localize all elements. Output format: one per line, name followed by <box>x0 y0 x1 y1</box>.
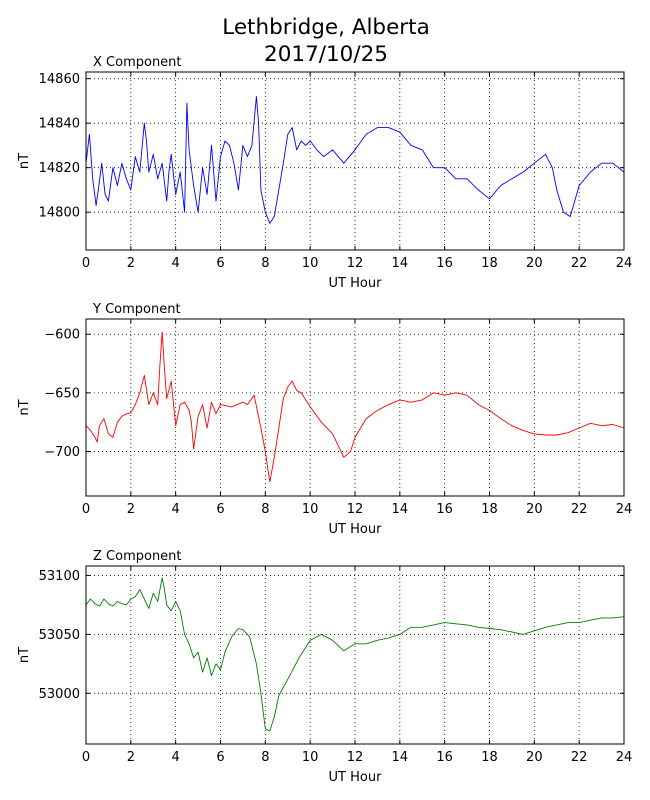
x-tick-label: 16 <box>436 256 453 271</box>
x-tick-label: 0 <box>82 750 90 765</box>
x-tick-label: 22 <box>571 750 588 765</box>
y-tick-label: 53000 <box>39 687 80 702</box>
x-tick-label: 4 <box>172 502 180 517</box>
y-tick-label: 14840 <box>39 117 80 132</box>
x-tick-label: 6 <box>216 256 224 271</box>
x-tick-label: 4 <box>172 256 180 271</box>
x-component-panel: 0 2 4 6 8 10 12 14 16 18 20 22 241480014820148401486… <box>17 55 632 291</box>
y-axis-label: nT <box>17 399 32 415</box>
y-tick-label: 14800 <box>39 206 80 221</box>
z-component-series-line <box>85 577 625 732</box>
x-tick-label: 10 <box>302 256 319 271</box>
x-tick-label: 6 <box>216 750 224 765</box>
x-tick-label: 8 <box>261 256 269 271</box>
x-tick-label: 16 <box>436 502 453 517</box>
x-tick-label: 8 <box>261 502 269 517</box>
x-tick-label: 18 <box>481 502 498 517</box>
y-axis-label: nT <box>17 647 32 663</box>
x-tick-label: 10 <box>302 750 319 765</box>
x-tick-label: 12 <box>347 750 364 765</box>
x-tick-label: 24 <box>616 750 633 765</box>
x-tick-label: 2 <box>127 256 135 271</box>
z-component-title: Z Component <box>93 549 182 564</box>
y-tick-label: −600 <box>44 328 80 343</box>
figure-title-line2: 2017/10/25 <box>264 42 388 67</box>
figure-title-line1: Lethbridge, Alberta <box>222 15 430 40</box>
x-tick-label: 8 <box>261 750 269 765</box>
x-tick-label: 12 <box>347 256 364 271</box>
x-tick-label: 24 <box>616 502 633 517</box>
x-tick-label: 22 <box>571 502 588 517</box>
x-tick-label: 2 <box>127 750 135 765</box>
x-tick-label: 22 <box>571 256 588 271</box>
x-tick-label: 10 <box>302 502 319 517</box>
y-tick-label: 14820 <box>39 161 80 176</box>
x-tick-label: 20 <box>526 750 543 765</box>
x-tick-label: 0 <box>82 502 90 517</box>
x-tick-label: 24 <box>616 256 633 271</box>
y-component-title: Y Component <box>92 302 181 317</box>
y-tick-label: 53100 <box>39 569 80 584</box>
x-tick-label: 14 <box>392 256 409 271</box>
x-axis-label: UT Hour <box>329 770 383 785</box>
x-axis-label: UT Hour <box>329 522 383 537</box>
x-tick-label: 18 <box>481 750 498 765</box>
x-tick-label: 16 <box>436 750 453 765</box>
y-tick-label: −650 <box>44 386 80 401</box>
y-tick-label: 14860 <box>39 72 80 87</box>
x-component-series-line <box>85 96 625 224</box>
x-tick-label: 14 <box>392 750 409 765</box>
x-tick-label: 14 <box>392 502 409 517</box>
x-component-title: X Component <box>93 55 182 70</box>
x-tick-label: 18 <box>481 256 498 271</box>
y-axis-label: nT <box>17 153 32 169</box>
y-tick-label: 53050 <box>39 628 80 643</box>
y-tick-label: −700 <box>44 445 80 460</box>
x-tick-label: 2 <box>127 502 135 517</box>
x-tick-label: 20 <box>526 256 543 271</box>
x-tick-label: 6 <box>216 502 224 517</box>
x-tick-label: 12 <box>347 502 364 517</box>
x-axis-label: UT Hour <box>329 276 383 291</box>
x-tick-label: 0 <box>82 256 90 271</box>
x-tick-label: 4 <box>172 750 180 765</box>
x-tick-label: 20 <box>526 502 543 517</box>
y-component-series-line <box>85 331 625 483</box>
